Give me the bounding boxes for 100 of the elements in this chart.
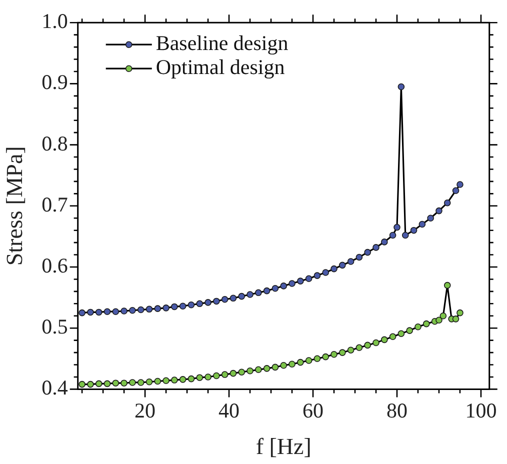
point <box>204 299 212 306</box>
x-tick-label: 80 <box>386 398 408 422</box>
point <box>389 333 396 340</box>
y-tick-label: 0.9 <box>42 70 68 94</box>
point <box>422 320 430 328</box>
point <box>288 280 296 287</box>
point <box>305 357 312 364</box>
legend-label: Optimal design <box>156 55 286 80</box>
point <box>322 269 329 276</box>
y-tick-label: 0.7 <box>42 192 68 216</box>
point <box>255 366 262 374</box>
point <box>137 379 144 386</box>
point <box>347 258 354 265</box>
point <box>398 330 405 337</box>
point <box>314 355 321 362</box>
point <box>452 187 460 194</box>
point <box>418 220 426 228</box>
point <box>272 284 279 292</box>
y-tick-label: 0.4 <box>42 376 68 400</box>
point <box>238 368 246 376</box>
point <box>322 353 329 360</box>
point <box>394 224 400 231</box>
point <box>230 370 237 377</box>
point <box>179 376 186 383</box>
point <box>196 374 204 381</box>
point <box>263 287 270 294</box>
point <box>263 365 270 372</box>
point <box>372 244 380 251</box>
point <box>188 375 195 382</box>
point <box>171 376 178 384</box>
point <box>314 272 321 279</box>
point <box>87 380 94 388</box>
point <box>95 308 102 316</box>
point <box>95 380 102 388</box>
point <box>389 232 396 239</box>
point <box>297 278 304 284</box>
point <box>380 238 388 246</box>
point <box>213 372 220 380</box>
point <box>338 349 346 356</box>
point <box>330 265 338 272</box>
y-tick-label: 0.5 <box>42 314 68 339</box>
point <box>112 308 120 316</box>
point <box>204 374 212 380</box>
point <box>188 301 195 308</box>
x-tick-label: 60 <box>302 398 324 422</box>
point <box>305 275 312 282</box>
point <box>162 304 170 312</box>
point <box>120 308 128 314</box>
point <box>146 378 153 386</box>
point <box>129 379 136 386</box>
point <box>356 254 363 261</box>
point <box>372 339 380 346</box>
point <box>255 289 262 296</box>
point <box>444 282 451 289</box>
point <box>280 282 288 290</box>
point <box>436 316 442 324</box>
point <box>120 380 128 386</box>
point <box>162 377 170 384</box>
point <box>380 336 388 344</box>
point <box>406 327 413 334</box>
y-tick-label: 0.6 <box>42 254 68 278</box>
point <box>246 291 254 298</box>
point <box>221 296 228 303</box>
point <box>154 378 162 385</box>
point <box>221 371 228 378</box>
point <box>347 346 354 354</box>
point <box>288 360 296 368</box>
point <box>410 226 418 234</box>
point <box>154 305 162 312</box>
point <box>230 294 237 302</box>
point <box>364 248 371 256</box>
point <box>338 262 346 269</box>
point <box>246 367 254 374</box>
point <box>427 214 434 222</box>
point <box>356 344 363 352</box>
legend-label: Baseline design <box>156 31 289 56</box>
point <box>137 306 144 314</box>
point <box>436 207 442 214</box>
x-axis-title: f [Hz] <box>256 434 312 460</box>
point <box>129 306 136 314</box>
x-tick-label: 40 <box>218 398 240 422</box>
point <box>238 292 246 300</box>
point <box>364 342 371 349</box>
point <box>440 312 447 320</box>
point <box>104 308 111 316</box>
y-tick-label: 1.0 <box>42 9 68 34</box>
y-axis-title: Stress [MPa] <box>2 146 27 266</box>
x-tick-label: 20 <box>134 398 156 422</box>
point <box>456 309 464 316</box>
point <box>196 300 204 308</box>
y-tick-label: 0.8 <box>42 131 68 156</box>
point <box>456 181 464 188</box>
point <box>146 306 153 313</box>
x-tick-label: 100 <box>465 398 497 422</box>
point <box>171 303 178 310</box>
point <box>402 232 409 239</box>
point <box>87 308 94 316</box>
point <box>297 358 304 366</box>
point <box>452 316 460 322</box>
point <box>213 298 220 305</box>
